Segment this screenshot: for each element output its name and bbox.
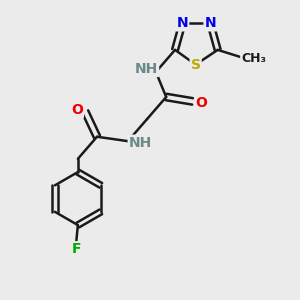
Text: N: N <box>205 16 216 30</box>
Text: O: O <box>195 96 207 110</box>
Text: CH₃: CH₃ <box>241 52 266 65</box>
Text: NH: NH <box>135 62 158 76</box>
Text: S: S <box>190 58 201 72</box>
Text: NH: NH <box>129 136 152 150</box>
Text: O: O <box>71 103 83 117</box>
Text: F: F <box>72 242 81 256</box>
Text: N: N <box>177 16 188 30</box>
